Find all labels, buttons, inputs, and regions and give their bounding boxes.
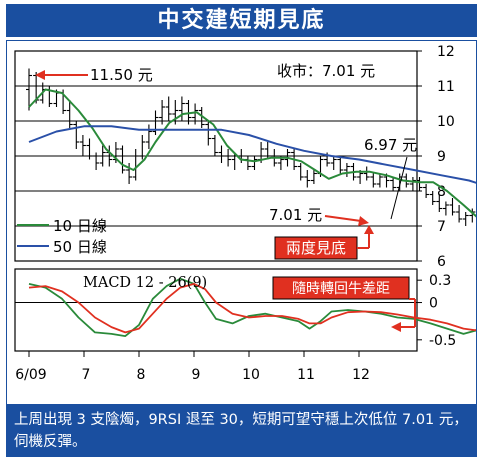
macd-plot-frame: [14, 268, 418, 352]
ma10-line: [28, 88, 476, 218]
macd-y-tick-label: 0: [429, 296, 438, 312]
low1-arrow-line: [324, 215, 362, 222]
x-tick-label: 8: [137, 367, 146, 383]
price-y-tick-label: 9: [437, 149, 446, 165]
signal-line: [28, 282, 476, 334]
macd-y-tick-labels: 0.3 0 -0.5: [417, 273, 456, 349]
macd-note-arrow-head: [391, 322, 401, 332]
x-tick-label: 12: [352, 367, 370, 383]
x-tick-label: 11: [297, 367, 315, 383]
macd-lines: [28, 277, 476, 338]
legend-ma50-label: 50 日線: [53, 238, 107, 256]
chart-panel: 6 7 8 9 10 11 12 0.3 0 -0.5 6/09 7 8 9 10 11 12 收市：7.0…: [6, 40, 477, 405]
price-gridlines: [15, 85, 417, 227]
macd-panel-title: MACD 12 - 26(9): [83, 275, 207, 291]
footer-caption: 上周出現 3 支陰燭，9RSI 退至 30，短期可望守穩上次低位 7.01 元，…: [6, 405, 477, 457]
price-y-tick-label: 7: [437, 219, 446, 235]
macd-y-tick-label: -0.5: [429, 333, 456, 349]
high-label: 11.50 元: [90, 66, 153, 84]
legend-ma10-label: 10 日線: [53, 217, 107, 235]
macd-line: [28, 277, 476, 338]
macd-note-text: 隨時轉回牛差距: [292, 281, 390, 297]
x-tick-label: 7: [82, 367, 91, 383]
macd-y-tick-label: 0.3: [429, 273, 451, 289]
x-tick-labels: 6/09 7 8 9 10 11 12: [15, 351, 370, 383]
price-y-tick-label: 11: [437, 79, 455, 95]
low2-pointer: [390, 156, 408, 220]
low2-label: 6.97 元: [364, 136, 417, 154]
macd-note-box: [272, 276, 410, 300]
x-tick-label: 9: [192, 367, 201, 383]
x-tick-label: 10: [242, 367, 260, 383]
double-bottom-text: 兩度見底: [286, 239, 346, 257]
ma50-line: [28, 125, 476, 184]
low1-arrow-head: [358, 216, 369, 226]
close-price-label: 收市：7.01 元: [277, 62, 375, 80]
page-title: 中交建短期見底: [6, 4, 477, 37]
x-tick-label: 6/09: [15, 367, 46, 383]
price-y-tick-label: 10: [437, 114, 455, 130]
price-y-tick-labels: 6 7 8 9 10 11 12: [417, 44, 455, 270]
double-bottom-arrow-head: [364, 225, 374, 234]
price-y-tick-label: 12: [437, 44, 455, 60]
chart-canvas: 6 7 8 9 10 11 12 0.3 0 -0.5 6/09 7 8 9 10 11 12 收市：7.0…: [14, 44, 476, 383]
high-arrow-head: [35, 70, 45, 80]
series-lines: [28, 88, 476, 218]
price-y-tick-label: 6: [437, 254, 446, 270]
price-y-tick-label: 8: [437, 184, 446, 200]
low1-label: 7.01 元: [269, 206, 322, 224]
